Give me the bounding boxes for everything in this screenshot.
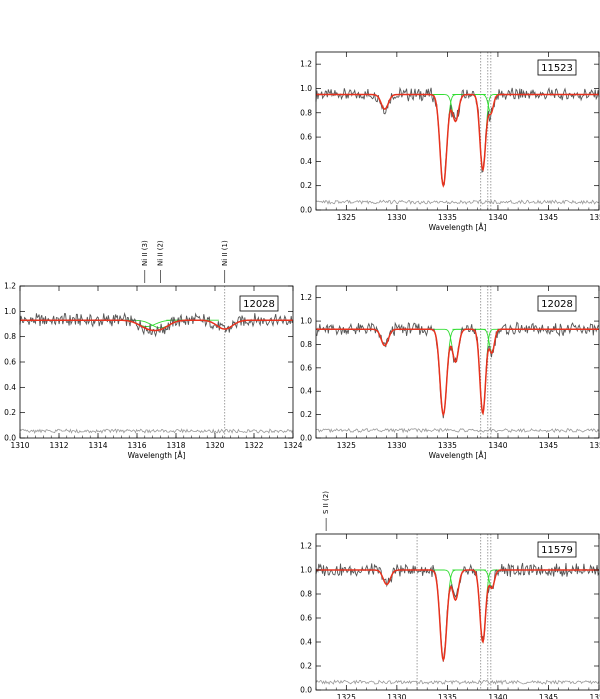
y-tick-label: 0.6: [4, 358, 16, 367]
x-tick-label: 1335: [438, 441, 457, 450]
x-tick-label: 1330: [387, 441, 406, 450]
y-tick-label: 0.0: [300, 206, 312, 215]
component-profile: [413, 94, 474, 188]
x-tick-label: 1350: [589, 441, 600, 450]
y-tick-label: 1.0: [300, 317, 312, 326]
component-profile: [413, 328, 474, 416]
y-tick-label: 0.6: [300, 363, 312, 372]
component-profile: [461, 569, 523, 589]
y-tick-label: 0.8: [300, 590, 312, 599]
x-tick-label: 1335: [438, 213, 457, 222]
y-tick-label: 0.2: [300, 181, 312, 190]
y-tick-label: 0.2: [4, 408, 16, 417]
y-tick-label: 0.4: [4, 383, 16, 392]
panel-11523: 1325 1330 1335 1340 1345 1350 0.0 0.2 0.4 0.6 0.8 1…: [300, 51, 600, 232]
panel-label: 12028: [541, 299, 573, 310]
y-tick-label: 0.0: [300, 434, 312, 443]
x-tick-label: 1350: [589, 693, 600, 699]
fit-profile: [20, 319, 293, 332]
x-tick-label: 1316: [127, 441, 146, 450]
observed-spectrum: [19, 311, 294, 338]
panel-label: 11523: [541, 63, 573, 74]
line-id-label: S II (2): [322, 491, 330, 514]
fit-profile: [316, 569, 599, 663]
y-tick-label: 1.0: [300, 84, 312, 93]
panel-label: 11579: [541, 545, 573, 556]
panel-label-box: [537, 295, 577, 312]
x-tick-label: 1340: [488, 213, 507, 222]
x-tick-label: 1325: [337, 213, 356, 222]
component-profile: [413, 569, 474, 662]
component-profile: [452, 569, 514, 644]
panel-12028-right: 1325 1330 1335 1340 1345 1350 0.0 0.2 0.4 0.6 0.8 1…: [300, 285, 600, 460]
x-tick-label: 1335: [438, 693, 457, 699]
y-tick-label: 1.2: [4, 282, 16, 291]
x-tick-label: 1345: [539, 693, 558, 699]
y-tick-label: 0.0: [300, 686, 312, 695]
line-id-label: Ni II (1): [221, 240, 229, 266]
x-tick-label: 1325: [337, 693, 356, 699]
y-tick-label: 1.2: [300, 293, 312, 302]
x-tick-label: 1324: [283, 441, 302, 450]
y-tick-label: 0.8: [4, 332, 16, 341]
plot-frame: [315, 533, 600, 691]
fit-profile: [316, 93, 599, 188]
x-tick-label: 1325: [337, 441, 356, 450]
observed-spectrum: [315, 321, 600, 419]
line-id-label: Ni II (2): [156, 240, 164, 266]
x-tick-label: 1340: [488, 693, 507, 699]
y-tick-label: 0.8: [300, 108, 312, 117]
x-axis-label: Wavelength [Å]: [128, 451, 186, 460]
error-spectrum: [315, 427, 600, 434]
fit-profile: [316, 328, 599, 417]
y-tick-label: 0.2: [300, 662, 312, 671]
y-tick-label: 1.0: [4, 307, 16, 316]
line-id-label: Ni II (3): [141, 240, 149, 266]
panel-label-box: [537, 59, 577, 76]
x-axis-label: Wavelength [Å]: [429, 223, 487, 232]
x-tick-label: 1330: [387, 213, 406, 222]
panel-label-box: [239, 295, 279, 312]
panel-label-box: [537, 541, 577, 558]
error-spectrum: [19, 428, 294, 434]
x-tick-label: 1350: [589, 213, 600, 222]
panel-12028-left: 1310 1312 1314 1316 1318 1320 1322 1324 0.0 0.2 0.…: [4, 240, 303, 460]
y-tick-label: 1.2: [300, 60, 312, 69]
x-tick-label: 1345: [539, 213, 558, 222]
x-tick-label: 1310: [10, 441, 29, 450]
observed-spectrum: [315, 86, 600, 186]
error-spectrum: [315, 679, 600, 686]
y-tick-label: 0.2: [300, 410, 312, 419]
panel-label: 12028: [243, 299, 275, 310]
y-tick-label: 0.6: [300, 133, 312, 142]
x-tick-label: 1345: [539, 441, 558, 450]
observed-spectrum: [315, 562, 600, 662]
component-profile: [452, 328, 514, 416]
x-axis-label: Wavelength [Å]: [429, 451, 487, 460]
y-tick-label: 1.0: [300, 566, 312, 575]
x-tick-label: 1330: [387, 693, 406, 699]
x-tick-label: 1312: [49, 441, 68, 450]
x-tick-label: 1320: [205, 441, 224, 450]
y-tick-label: 0.6: [300, 614, 312, 623]
x-tick-label: 1318: [166, 441, 185, 450]
error-spectrum: [315, 199, 600, 205]
y-tick-label: 0.4: [300, 387, 312, 396]
y-tick-label: 0.4: [300, 638, 312, 647]
x-tick-label: 1322: [244, 441, 263, 450]
y-tick-label: 0.8: [300, 340, 312, 349]
y-tick-label: 0.4: [300, 157, 312, 166]
x-tick-label: 1340: [488, 441, 507, 450]
component-profile: [452, 94, 514, 172]
y-tick-label: 1.2: [300, 542, 312, 551]
panel-11579: 1325 1330 1335 1340 1345 1350 0.0 0.2 0.4 0.6 0.8 1…: [300, 491, 600, 699]
y-tick-label: 0.0: [4, 434, 16, 443]
plot-frame: [315, 51, 600, 211]
x-tick-label: 1314: [88, 441, 107, 450]
